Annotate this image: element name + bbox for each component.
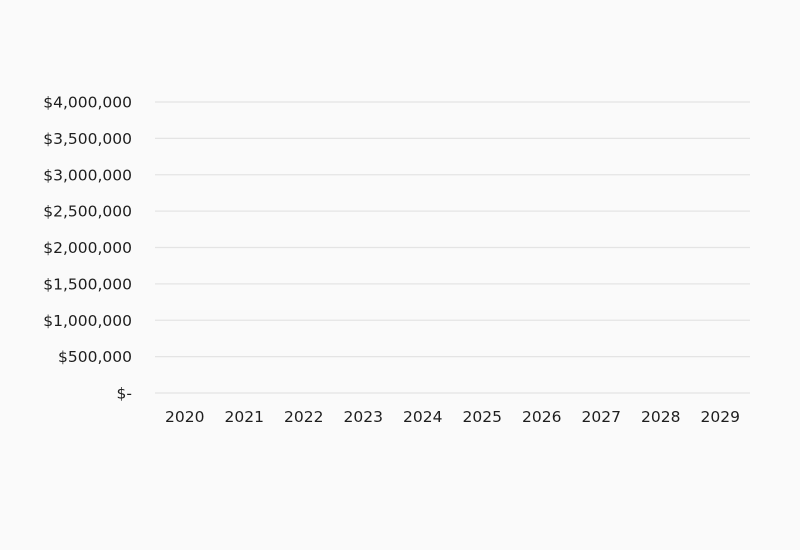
- x-tick-label-2023: 2023: [344, 408, 383, 426]
- y-tick-label-2: $1,000,000: [43, 312, 132, 330]
- y-tick-label-5: $2,500,000: [43, 203, 132, 221]
- y-tick-label-8: $4,000,000: [43, 94, 132, 112]
- y-tick-label-0: $-: [117, 385, 132, 403]
- x-tick-label-2024: 2024: [403, 408, 442, 426]
- x-tick-label-2022: 2022: [284, 408, 323, 426]
- x-tick-label-2025: 2025: [463, 408, 502, 426]
- y-tick-label-1: $500,000: [58, 348, 132, 366]
- x-tick-label-2029: 2029: [701, 408, 740, 426]
- y-tick-label-6: $3,000,000: [43, 166, 132, 184]
- x-tick-label-2027: 2027: [582, 408, 621, 426]
- gridlines: [155, 101, 750, 394]
- y-tick-label-7: $3,500,000: [43, 130, 132, 148]
- y-tick-label-3: $1,500,000: [43, 275, 132, 293]
- x-tick-label-2026: 2026: [522, 408, 561, 426]
- y-tick-label-4: $2,000,000: [43, 239, 132, 257]
- x-tick-label-2028: 2028: [641, 408, 680, 426]
- x-tick-label-2021: 2021: [225, 408, 264, 426]
- y-axis: $- $500,000 $1,000,000 $1,500,000 $2,000,000…: [43, 94, 132, 403]
- x-tick-label-2020: 2020: [165, 408, 204, 426]
- x-axis: 2020 2021 2022 2023 2024 2025 2026 2027 2028 2029: [165, 408, 740, 426]
